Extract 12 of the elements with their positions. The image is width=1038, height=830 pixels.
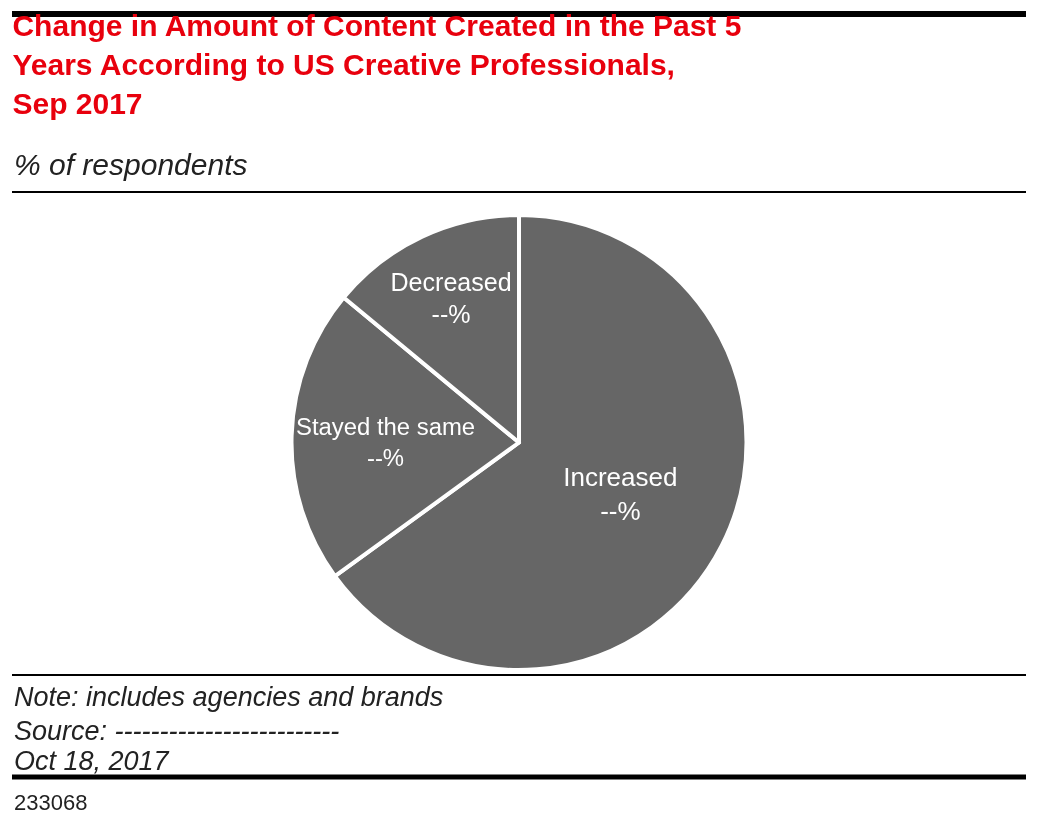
slice-label: Decreased	[390, 267, 512, 296]
slice-label: Increased	[563, 462, 678, 493]
text: Note: includes agencies and brands	[14, 682, 444, 712]
slice-label: Stayed the same	[295, 413, 476, 441]
chart-title: Change in Amount of Content Created in the Past 5 Years According to US Creative Professionals, Sep 2017	[12, 9, 742, 120]
chart-subtitle: % of respondents	[14, 148, 248, 181]
data-label: --%	[431, 300, 471, 329]
data-label: --%	[366, 444, 405, 472]
text: Oct 18, 2017	[14, 746, 170, 776]
text: 233068	[14, 790, 88, 815]
source-note: Source: -------------------------	[14, 716, 340, 746]
data-label: --%	[600, 496, 641, 527]
